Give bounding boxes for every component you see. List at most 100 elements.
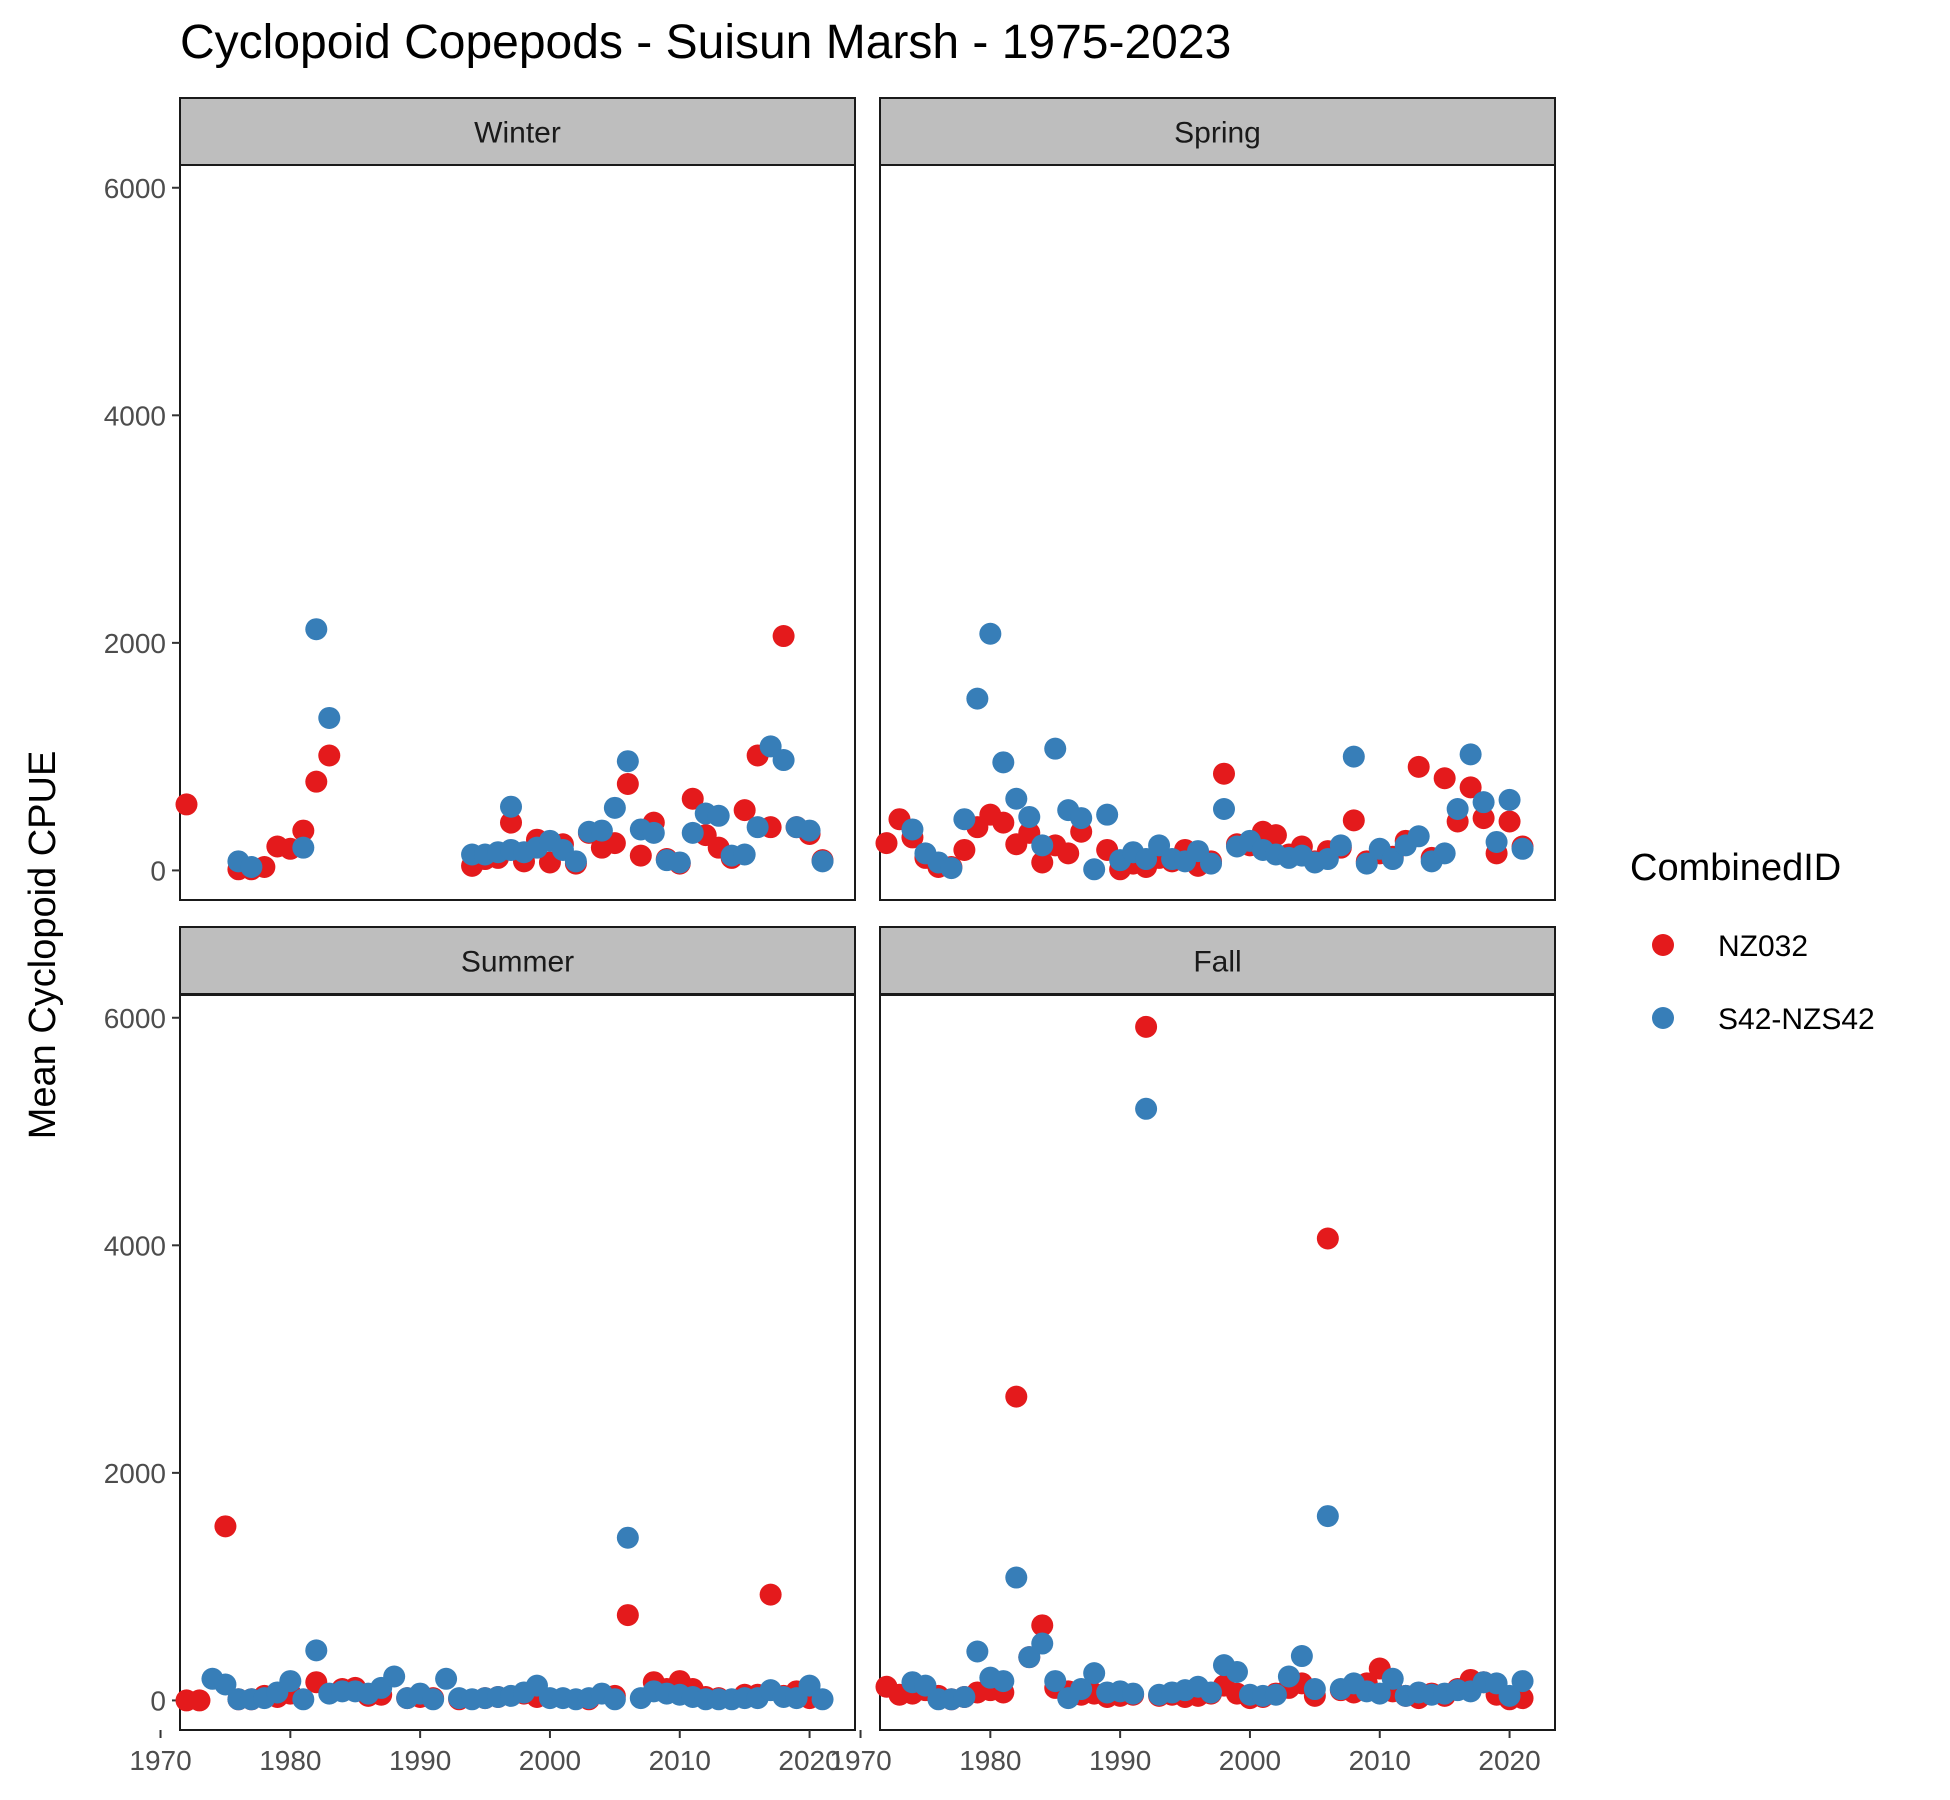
- data-point-s42-nzs42: [1329, 834, 1352, 857]
- panel-border: [879, 994, 1556, 1731]
- facet-panel-summer: Summer 0 2000 4000 6000 1970 1980 1990 2000 2010 2…: [104, 926, 856, 1776]
- data-point-nz032: [733, 799, 756, 822]
- data-point-s42-nzs42: [240, 856, 263, 879]
- data-point-s42-nzs42: [1277, 1665, 1300, 1688]
- x-tick-label: 2020: [778, 1745, 840, 1776]
- legend-key-s42-nzs42: [1652, 1007, 1674, 1029]
- data-point-nz032: [1031, 851, 1054, 874]
- data-point-s42-nzs42: [1316, 848, 1339, 871]
- data-point-s42-nzs42: [1212, 797, 1235, 820]
- data-point-s42-nzs42: [901, 818, 924, 841]
- data-point-s42-nzs42: [305, 1639, 328, 1662]
- data-point-s42-nzs42: [1070, 1678, 1093, 1701]
- y-tick-label: 0: [150, 1685, 166, 1716]
- data-point-nz032: [500, 811, 523, 834]
- data-point-s42-nzs42: [422, 1688, 445, 1711]
- data-point-s42-nzs42: [305, 618, 328, 641]
- x-tick-label: 2000: [1219, 1745, 1281, 1776]
- data-point-nz032: [953, 838, 976, 861]
- data-point-s42-nzs42: [603, 1688, 626, 1711]
- data-point-nz032: [1212, 762, 1235, 785]
- data-point-nz032: [681, 787, 704, 810]
- data-point-nz032: [1407, 755, 1430, 778]
- data-point-s42-nzs42: [1031, 1632, 1054, 1655]
- x-tick-label: 1970: [129, 1745, 191, 1776]
- data-point-nz032: [629, 844, 652, 867]
- data-point-s42-nzs42: [1005, 1566, 1028, 1589]
- data-point-s42-nzs42: [1381, 1667, 1404, 1690]
- data-point-nz032: [616, 772, 639, 795]
- data-point-s42-nzs42: [733, 843, 756, 866]
- data-point-s42-nzs42: [811, 1688, 834, 1711]
- data-point-nz032: [759, 1583, 782, 1606]
- facet-strip: [179, 926, 856, 995]
- data-point-s42-nzs42: [1200, 1681, 1223, 1704]
- data-point-s42-nzs42: [1446, 797, 1469, 820]
- panel-border: [179, 994, 856, 1731]
- data-point-nz032: [305, 770, 328, 793]
- data-point-s42-nzs42: [500, 795, 523, 818]
- data-point-s42-nzs42: [992, 1670, 1015, 1693]
- data-point-s42-nzs42: [1018, 1646, 1041, 1669]
- data-point-s42-nzs42: [642, 821, 665, 844]
- data-point-s42-nzs42: [1264, 1683, 1287, 1706]
- data-point-s42-nzs42: [992, 751, 1015, 774]
- data-point-s42-nzs42: [1083, 858, 1106, 881]
- data-point-s42-nzs42: [1511, 837, 1534, 860]
- data-point-s42-nzs42: [616, 750, 639, 773]
- data-point-s42-nzs42: [1031, 834, 1054, 857]
- data-point-nz032: [1459, 776, 1482, 799]
- y-tick-label: 2000: [104, 1458, 166, 1489]
- data-point-nz032: [992, 811, 1015, 834]
- data-point-s42-nzs42: [1148, 834, 1171, 857]
- data-point-s42-nzs42: [668, 851, 691, 874]
- x-tick-label: 1980: [259, 1745, 321, 1776]
- data-point-s42-nzs42: [1459, 743, 1482, 766]
- data-point-s42-nzs42: [966, 687, 989, 710]
- data-point-s42-nzs42: [435, 1667, 458, 1690]
- data-point-s42-nzs42: [292, 1688, 315, 1711]
- data-point-s42-nzs42: [940, 857, 963, 880]
- y-tick-label: 0: [150, 855, 166, 886]
- data-point-nz032: [1472, 807, 1495, 830]
- data-point-s42-nzs42: [1472, 791, 1495, 814]
- facet-strip: [879, 97, 1556, 166]
- facet-strip-label: Fall: [1193, 946, 1241, 979]
- data-point-s42-nzs42: [383, 1665, 406, 1688]
- data-point-s42-nzs42: [798, 819, 821, 842]
- data-point-s42-nzs42: [590, 819, 613, 842]
- data-point-s42-nzs42: [1368, 1682, 1391, 1705]
- data-point-s42-nzs42: [681, 821, 704, 844]
- data-point-nz032: [616, 1604, 639, 1627]
- facet-strip: [179, 97, 856, 166]
- data-point-s42-nzs42: [564, 850, 587, 873]
- data-point-nz032: [1135, 1015, 1158, 1038]
- data-point-s42-nzs42: [1005, 787, 1028, 810]
- data-point-s42-nzs42: [772, 749, 795, 772]
- data-point-s42-nzs42: [1135, 1097, 1158, 1120]
- legend-key-nz032: [1652, 934, 1674, 956]
- data-point-s42-nzs42: [1044, 1670, 1067, 1693]
- data-point-s42-nzs42: [1018, 805, 1041, 828]
- data-point-nz032: [1498, 810, 1521, 833]
- data-point-s42-nzs42: [966, 1640, 989, 1663]
- y-tick-label: 2000: [104, 628, 166, 659]
- x-tick-label: 2010: [1349, 1745, 1411, 1776]
- x-tick-label: 2000: [519, 1745, 581, 1776]
- y-tick-label: 4000: [104, 1230, 166, 1261]
- data-point-nz032: [318, 744, 341, 767]
- facet-panel-fall: Fall 1970 1980 1990 2000 2010 2020: [829, 926, 1556, 1776]
- data-point-s42-nzs42: [292, 836, 315, 859]
- facet-strip-label: Summer: [461, 946, 574, 979]
- chart-title: Cyclopoid Copepods - Suisun Marsh - 1975…: [180, 16, 1231, 69]
- data-point-s42-nzs42: [1342, 745, 1365, 768]
- data-point-s42-nzs42: [1407, 825, 1430, 848]
- data-point-nz032: [772, 625, 795, 648]
- data-point-s42-nzs42: [1303, 1678, 1326, 1701]
- data-point-s42-nzs42: [1433, 842, 1456, 865]
- data-point-s42-nzs42: [1498, 788, 1521, 811]
- data-point-s42-nzs42: [914, 1674, 937, 1697]
- data-point-s42-nzs42: [759, 735, 782, 758]
- data-point-s42-nzs42: [953, 1686, 976, 1709]
